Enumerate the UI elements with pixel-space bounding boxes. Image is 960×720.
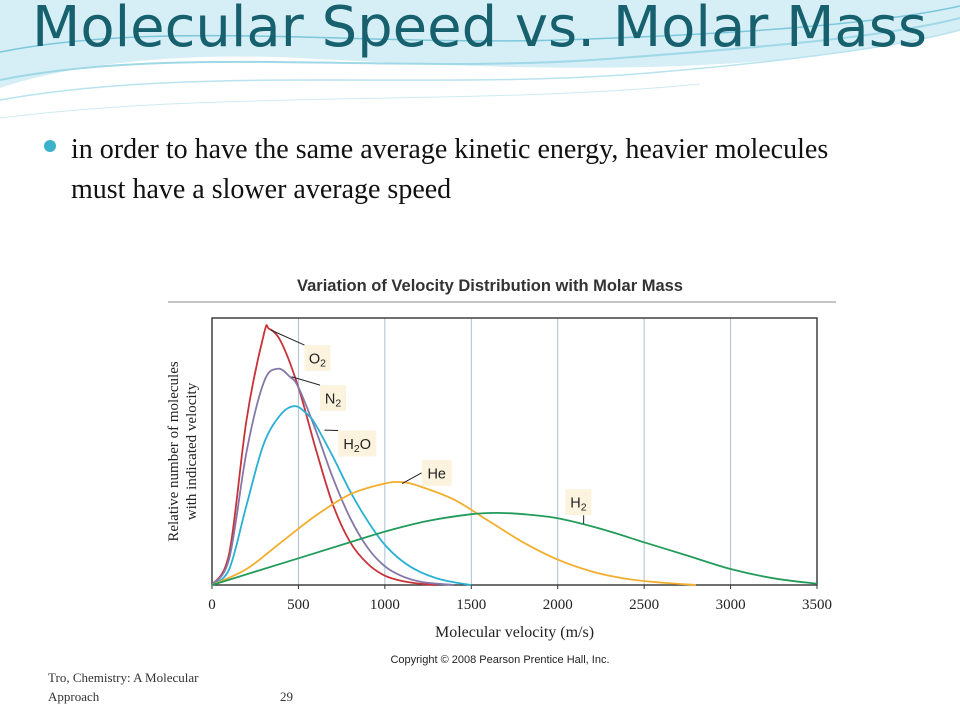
slide-title: Molecular Speed vs. Molar Mass	[32, 0, 928, 60]
series-line-n2	[211, 367, 455, 586]
velocity-distribution-chart: Variation of Velocity Distribution with …	[166, 277, 836, 666]
chart-title: Variation of Velocity Distribution with …	[297, 277, 683, 295]
series-label-subscript: 2	[581, 502, 587, 514]
header-wave-decoration	[0, 0, 960, 119]
series-label-text: He	[427, 466, 446, 482]
series-label-subscript: 2	[320, 358, 326, 370]
y-axis-label: Relative number of molecules with indicat…	[166, 361, 200, 542]
x-tick-label: 500	[287, 597, 310, 613]
page-number: 29	[280, 689, 293, 704]
series-line-h2	[211, 512, 818, 586]
series-label-box	[304, 345, 331, 372]
series-label-text: H	[343, 437, 353, 453]
series-label-suffix: O	[360, 437, 371, 453]
series-label-box	[320, 385, 346, 412]
bullet-text: in order to have the same average kineti…	[71, 134, 829, 205]
x-tick-label: 0	[208, 597, 216, 613]
x-axis-label: Molecular velocity (m/s)	[435, 624, 594, 641]
series-line-h2o	[211, 405, 472, 586]
series-label-box	[421, 459, 452, 486]
plot-frame	[211, 317, 818, 586]
series-label-text: O	[309, 352, 320, 368]
x-tick-label: 3000	[716, 597, 746, 613]
series-label-subscript: 2	[335, 398, 341, 410]
label-leader-line	[401, 472, 422, 484]
x-tick-label: 1500	[456, 597, 486, 613]
series-label-n2: N2	[325, 392, 341, 410]
series-label-box	[338, 430, 377, 457]
x-tick-label: 2000	[543, 597, 573, 613]
label-leader-line	[291, 376, 321, 386]
series-label-subscript: 2	[354, 443, 360, 455]
x-tick-label: 2500	[629, 597, 659, 613]
bullet-dot-icon	[44, 140, 56, 152]
label-leader-line	[270, 329, 305, 346]
series-label-text: H	[570, 496, 580, 512]
copyright-note: Copyright © 2008 Pearson Prentice Hall, …	[390, 654, 609, 666]
series-label-text: N	[325, 392, 335, 408]
footer-source: Tro, Chemistry: A Molecular Approach	[48, 670, 199, 704]
y-axis-label-line: with indicated velocity	[184, 382, 200, 520]
series-label-h2: H2	[570, 496, 586, 514]
x-tick-label: 1000	[370, 597, 400, 613]
series-label-he: He	[427, 466, 446, 482]
series-label-box	[565, 489, 592, 516]
series-line-o2	[211, 324, 437, 586]
x-tick-label: 3500	[802, 597, 832, 613]
series-line-he	[211, 481, 697, 586]
series-label-o2: O2	[309, 352, 326, 370]
y-axis-label-line: Relative number of molecules	[166, 361, 182, 542]
series-label-h2o: H2O	[343, 437, 371, 455]
